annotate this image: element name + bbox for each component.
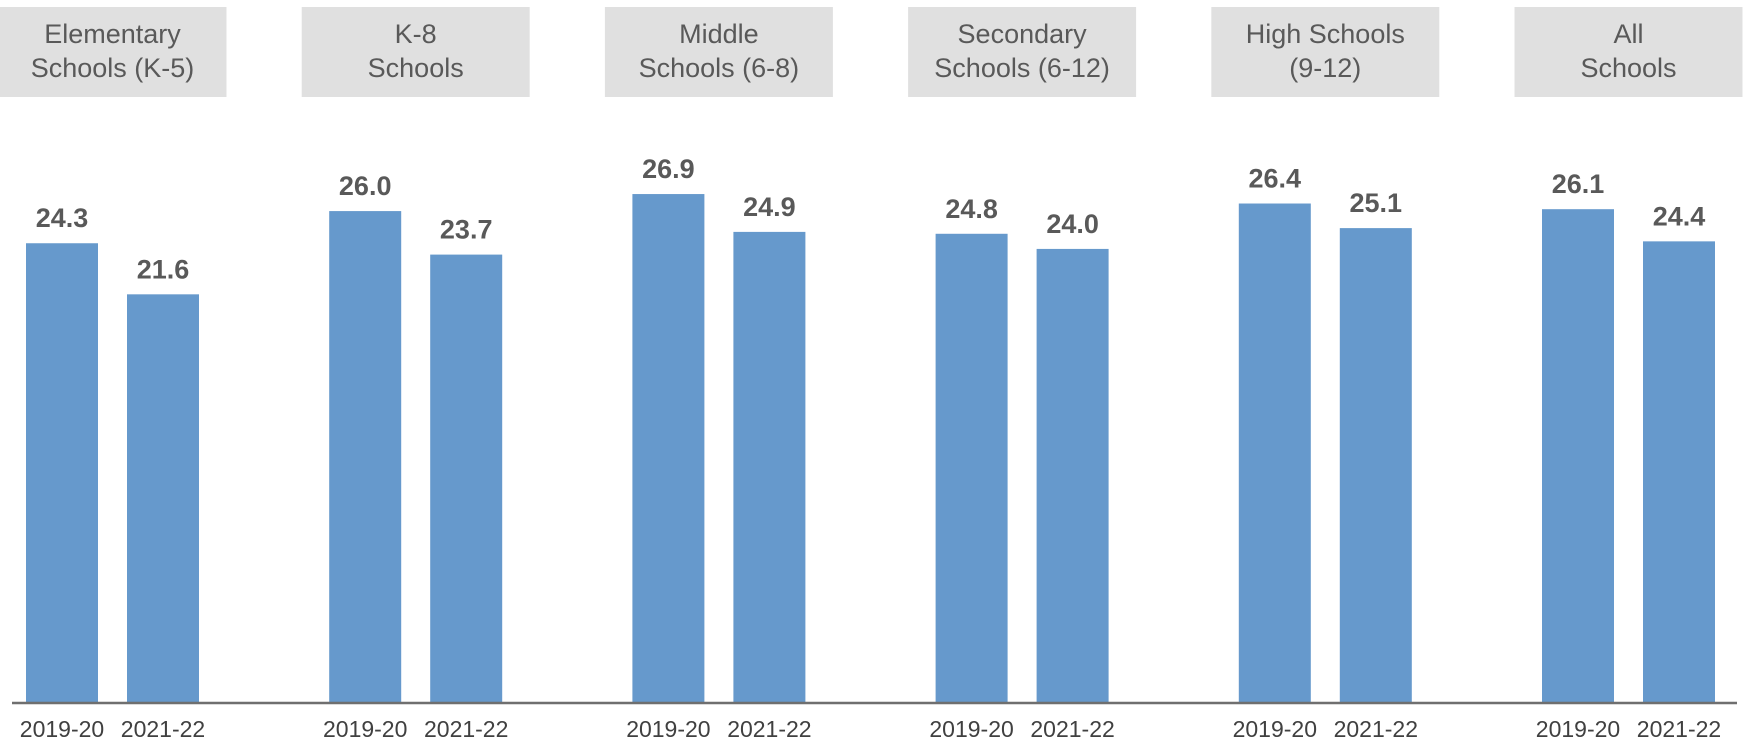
- group-header-box-secondary-schools-6-12: [908, 7, 1137, 97]
- group-header-line-high-schools-9-12-1: High Schools: [1246, 19, 1405, 49]
- group-header-box-middle-schools-6-8: [604, 7, 833, 97]
- group-header-line-k-8-schools-2: Schools: [368, 53, 464, 83]
- group-header-line-all-schools-2: Schools: [1580, 53, 1676, 83]
- bar-all-schools-2021-22: [1643, 241, 1715, 704]
- value-label-elementary-schools-k-5-2021-22: 21.6: [137, 254, 190, 284]
- bar-middle-schools-6-8-2021-22: [733, 231, 806, 703]
- value-label-middle-schools-6-8-2021-22: 24.9: [743, 192, 796, 222]
- value-label-secondary-schools-6-12-2021-22: 24.0: [1046, 209, 1099, 239]
- bar-elementary-schools-k-5-2021-22: [127, 294, 199, 703]
- group-header-line-middle-schools-6-8-1: Middle: [679, 19, 759, 49]
- x-tick-label-elementary-schools-k-5-2019-20: 2019-20: [20, 716, 104, 742]
- group-header-line-k-8-schools-1: K-8: [395, 19, 437, 49]
- bar-middle-schools-6-8-2019-20: [632, 194, 705, 703]
- group-header-line-elementary-schools-k-5-1: Elementary: [44, 19, 181, 49]
- group-header-box-k-8-schools: [301, 7, 530, 97]
- x-tick-label-secondary-schools-6-12-2021-22: 2021-22: [1030, 716, 1114, 742]
- bars: [26, 194, 1715, 704]
- value-label-high-schools-9-12-2019-20: 26.4: [1249, 164, 1302, 194]
- bar-elementary-schools-k-5-2019-20: [26, 243, 98, 703]
- value-labels: 24.3 21.6 26.0 23.7 26.9 24.9 24.8 24.0 26.4 25.1…: [36, 154, 1706, 284]
- group-header-line-all-schools-1: All: [1613, 19, 1643, 49]
- value-label-secondary-schools-6-12-2019-20: 24.8: [945, 194, 998, 224]
- bar-secondary-schools-6-12-2021-22: [1036, 248, 1109, 704]
- x-tick-label-all-schools-2019-20: 2019-20: [1536, 716, 1620, 742]
- x-tick-label-k-8-schools-2021-22: 2021-22: [424, 716, 508, 742]
- x-tick-label-k-8-schools-2019-20: 2019-20: [323, 716, 407, 742]
- bar-k-8-schools-2019-20: [329, 211, 402, 703]
- bar-k-8-schools-2021-22: [430, 254, 503, 703]
- x-tick-labels: 2019-20 2021-22 2019-20 2021-22 2019-20 2021-…: [20, 716, 1721, 742]
- bar-high-schools-9-12-2019-20: [1238, 203, 1311, 703]
- value-label-middle-schools-6-8-2019-20: 26.9: [642, 154, 695, 184]
- group-header-line-elementary-schools-k-5-2: Schools (K-5): [31, 53, 195, 83]
- group-header-box-all-schools: [1514, 7, 1743, 97]
- value-label-all-schools-2019-20: 26.1: [1552, 169, 1605, 199]
- group-header-line-secondary-schools-6-12-1: Secondary: [958, 19, 1088, 49]
- value-label-high-schools-9-12-2021-22: 25.1: [1350, 188, 1403, 218]
- group-header-box-high-schools-9-12: [1211, 7, 1440, 97]
- x-tick-label-middle-schools-6-8-2019-20: 2019-20: [626, 716, 710, 742]
- group-headers: Elementary Schools (K-5) K-8 Schools Middle S…: [0, 7, 1743, 97]
- value-label-k-8-schools-2021-22: 23.7: [440, 215, 493, 245]
- bar-high-schools-9-12-2021-22: [1339, 228, 1412, 703]
- x-tick-label-secondary-schools-6-12-2019-20: 2019-20: [929, 716, 1013, 742]
- group-header-line-secondary-schools-6-12-2: Schools (6-12): [934, 53, 1110, 83]
- bar-all-schools-2019-20: [1542, 209, 1614, 704]
- value-label-elementary-schools-k-5-2019-20: 24.3: [36, 203, 89, 233]
- x-tick-label-high-schools-9-12-2021-22: 2021-22: [1334, 716, 1418, 742]
- value-label-k-8-schools-2019-20: 26.0: [339, 171, 392, 201]
- x-tick-label-all-schools-2021-22: 2021-22: [1637, 716, 1721, 742]
- bar-secondary-schools-6-12-2019-20: [935, 233, 1008, 703]
- value-label-all-schools-2021-22: 24.4: [1653, 201, 1706, 231]
- x-tick-label-middle-schools-6-8-2021-22: 2021-22: [727, 716, 811, 742]
- group-header-line-high-schools-9-12-2: (9-12): [1289, 53, 1361, 83]
- x-tick-label-elementary-schools-k-5-2021-22: 2021-22: [121, 716, 205, 742]
- x-tick-label-high-schools-9-12-2019-20: 2019-20: [1233, 716, 1317, 742]
- group-header-box-elementary-schools-k-5: [0, 7, 227, 97]
- group-header-line-middle-schools-6-8-2: Schools (6-8): [639, 53, 800, 83]
